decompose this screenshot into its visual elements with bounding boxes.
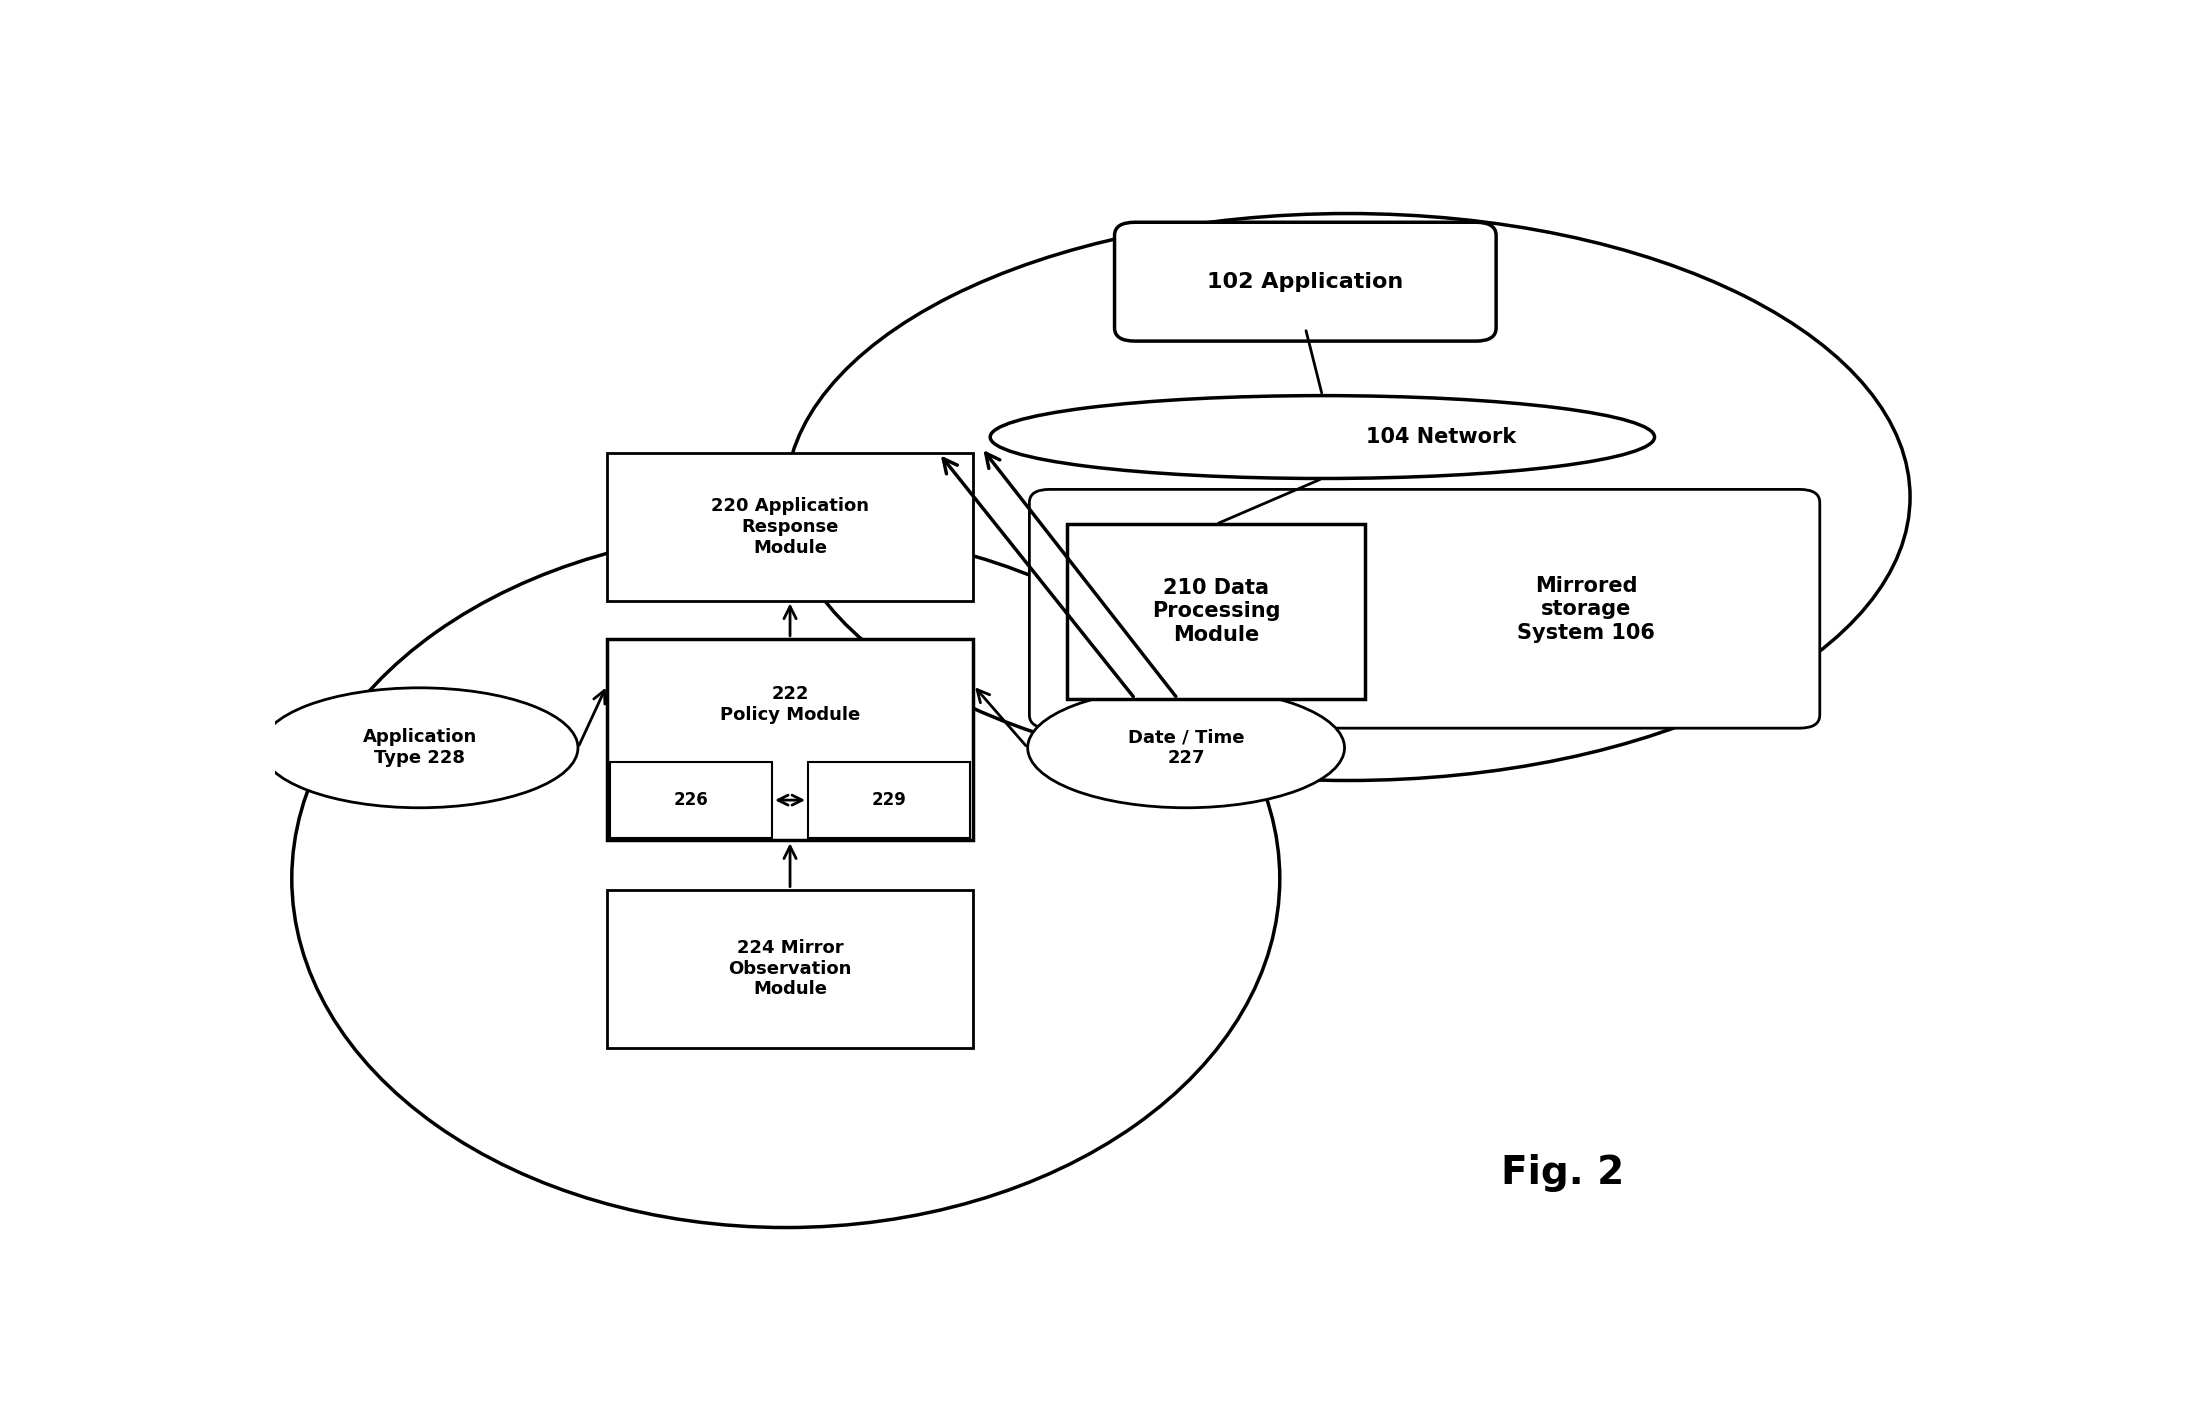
Bar: [809, 762, 969, 838]
Ellipse shape: [262, 688, 578, 807]
Bar: [607, 453, 974, 600]
Ellipse shape: [991, 395, 1655, 479]
FancyBboxPatch shape: [1114, 222, 1497, 341]
Text: 226: 226: [675, 792, 708, 809]
Bar: [607, 639, 974, 841]
Text: 210 Data
Processing
Module: 210 Data Processing Module: [1152, 578, 1279, 644]
Text: 229: 229: [870, 792, 906, 809]
Text: 222
Policy Module: 222 Policy Module: [721, 685, 859, 724]
Text: Mirrored
storage
System 106: Mirrored storage System 106: [1517, 576, 1655, 643]
Text: 104 Network: 104 Network: [1367, 428, 1517, 447]
Bar: [607, 889, 974, 1048]
Bar: [1066, 524, 1365, 698]
Text: Fig. 2: Fig. 2: [1501, 1154, 1624, 1192]
Text: Date / Time
227: Date / Time 227: [1128, 728, 1244, 767]
Ellipse shape: [1029, 688, 1345, 807]
Bar: [611, 762, 771, 838]
Text: 220 Application
Response
Module: 220 Application Response Module: [710, 497, 868, 556]
Text: 102 Application: 102 Application: [1207, 272, 1405, 292]
Text: Application
Type 228: Application Type 228: [363, 728, 477, 767]
Text: 224 Mirror
Observation
Module: 224 Mirror Observation Module: [728, 939, 853, 998]
FancyBboxPatch shape: [1029, 490, 1820, 728]
